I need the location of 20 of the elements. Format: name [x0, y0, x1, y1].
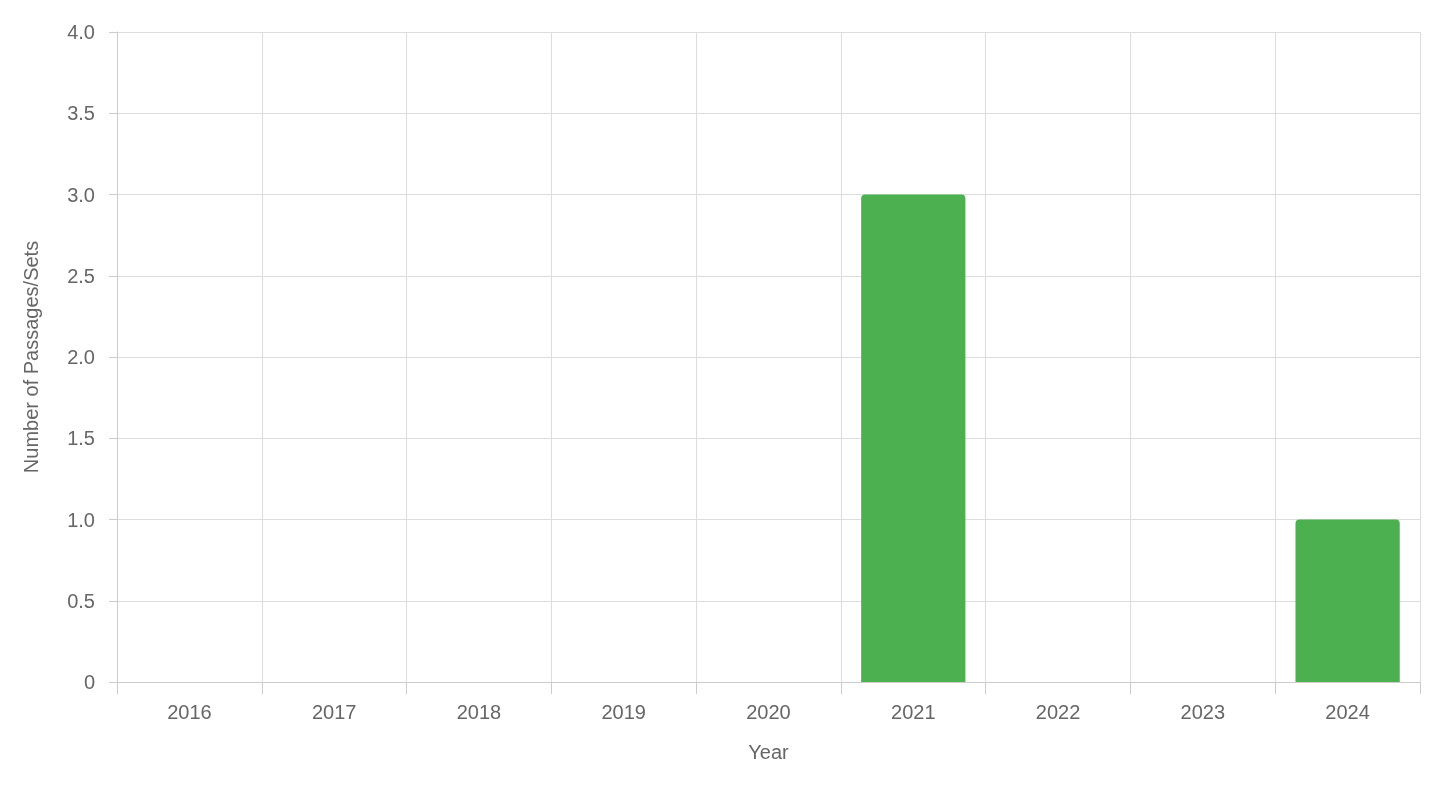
y-tick-label: 0 [83, 671, 95, 693]
y-tick-label: 1.5 [67, 427, 95, 450]
y-tick-label: 2.5 [67, 264, 95, 287]
x-tick-label: 2021 [891, 701, 936, 723]
x-tick-label: 2020 [746, 701, 791, 723]
y-tick-label: 1.0 [67, 508, 95, 531]
y-axis-title: Number of Passages/Sets [20, 240, 42, 474]
x-tick-label: 2022 [1035, 701, 1081, 723]
y-tick-label: 2.0 [67, 346, 95, 368]
y-tick-label: 4.0 [67, 21, 95, 43]
x-tick-label: 2018 [456, 701, 502, 723]
x-axis-title: Year [748, 741, 790, 763]
x-tick-label: 2017 [311, 701, 357, 723]
x-tick-label: 2023 [1180, 701, 1226, 723]
y-tick-label: 3.5 [67, 102, 95, 125]
x-tick-label: 2024 [1325, 701, 1370, 723]
y-tick-label: 3.0 [67, 183, 95, 206]
x-tick-label: 2019 [601, 701, 646, 723]
y-tick-label: 0.5 [67, 589, 95, 612]
x-tick-label: 2016 [167, 701, 212, 723]
